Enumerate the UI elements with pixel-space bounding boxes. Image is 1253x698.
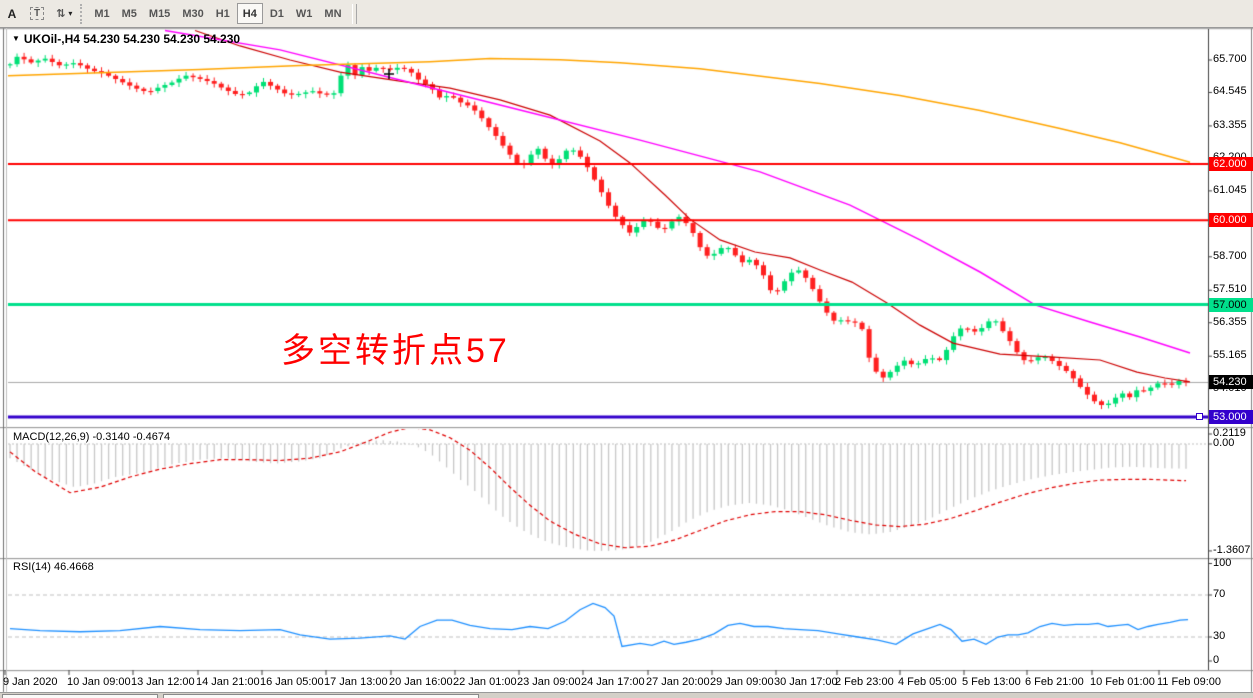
date-tick-label: 17 Jan 13:00 [324, 676, 388, 688]
bottom-tab-strip [0, 692, 1253, 698]
text-annotation[interactable]: 多空转折点57 [281, 332, 510, 370]
timeframe-m5-button[interactable]: M5 [121, 7, 137, 20]
date-tick-label: 27 Jan 20:00 [646, 676, 710, 688]
price-level-tag: 62.000 [1209, 157, 1253, 172]
date-tick-label: 4 Feb 05:00 [898, 676, 957, 688]
macd-tick-label: 0.00 [1213, 437, 1235, 449]
text-object-icon: T [30, 7, 45, 20]
toolbar: A T ⇅ ▾ M1 M5 M15 M30 H1 H4 D1 W1 MN [0, 0, 1253, 28]
price-tick-label: 56.355 [1213, 315, 1247, 328]
timeframe-m15-button[interactable]: M15 [148, 7, 171, 20]
date-tick-label: 24 Jan 17:00 [581, 676, 645, 688]
price-level-tag: 54.230 [1209, 375, 1253, 390]
rsi-tick-label: 100 [1213, 556, 1232, 569]
symbol-dropdown-icon[interactable]: ▼ [12, 34, 20, 43]
timeframe-h1-button[interactable]: H1 [215, 7, 230, 20]
date-tick-label: 23 Jan 09:00 [517, 676, 581, 688]
timeframe-mn-button[interactable]: MN [324, 7, 342, 20]
arrows-dropdown-button[interactable]: ⇅ ▾ [51, 3, 77, 24]
rsi-tick-label: 0 [1213, 654, 1220, 666]
macd-tick-label: -1.3607 [1213, 543, 1251, 556]
chevron-down-icon: ▾ [68, 9, 73, 18]
date-tick-label: 16 Jan 05:00 [260, 676, 324, 688]
timeframe-w1-button[interactable]: W1 [295, 7, 313, 20]
hline-drag-handle[interactable] [1196, 413, 1203, 420]
price-tick-label: 58.700 [1213, 249, 1247, 262]
price-tick-label: 63.355 [1213, 118, 1247, 131]
toolbar-separator [351, 3, 357, 24]
price-tick-label: 65.700 [1213, 53, 1247, 65]
text-label-icon: A [7, 6, 17, 21]
text-label-tool-button[interactable]: A [1, 3, 23, 24]
timeframe-d1-button[interactable]: D1 [269, 7, 284, 20]
chart-tab[interactable] [163, 694, 479, 698]
chart-title: ▼ UKOil-,H4 54.230 54.230 54.230 54.230 [12, 32, 240, 46]
date-tick-label: 9 Jan 2020 [3, 676, 58, 688]
price-tick-label: 64.545 [1213, 85, 1247, 98]
price-level-tag: 60.000 [1209, 213, 1253, 228]
toolbar-drag-handle[interactable] [80, 3, 84, 24]
date-tick-label: 2 Feb 23:00 [835, 676, 894, 688]
date-tick-label: 29 Jan 09:00 [710, 676, 774, 688]
timeframe-m30-button[interactable]: M30 [182, 7, 204, 20]
rsi-tick-label: 30 [1213, 630, 1226, 642]
rsi-indicator-label: RSI(14) 46.4668 [13, 561, 94, 573]
timeframe-h4-button[interactable]: H4 [236, 3, 263, 24]
text-object-tool-button[interactable]: T [25, 3, 49, 24]
date-tick-label: 22 Jan 01:00 [453, 676, 517, 688]
date-tick-label: 20 Jan 16:00 [389, 676, 453, 688]
date-tick-label: 30 Jan 17:00 [774, 676, 838, 688]
macd-indicator-label: MACD(12,26,9) -0.3140 -0.4674 [13, 431, 171, 443]
price-tick-label: 55.165 [1213, 349, 1247, 362]
price-tick-label: 57.510 [1213, 283, 1247, 296]
date-tick-label: 14 Jan 21:00 [196, 676, 260, 688]
date-tick-label: 5 Feb 13:00 [962, 676, 1021, 688]
price-tick-label: 61.045 [1213, 183, 1247, 196]
rsi-tick-label: 70 [1213, 588, 1226, 600]
timeframe-m1-button[interactable]: M1 [94, 7, 110, 20]
date-tick-label: 10 Feb 01:00 [1090, 676, 1155, 688]
price-level-tag: 53.000 [1209, 410, 1253, 425]
date-tick-label: 11 Feb 09:00 [1157, 676, 1222, 688]
macd-tick-label: 0.2119 [1213, 427, 1246, 439]
date-tick-label: 6 Feb 21:00 [1025, 676, 1084, 688]
symbol-ohlc-text: UKOil-,H4 54.230 54.230 54.230 54.230 [23, 32, 241, 46]
chart-tab[interactable] [2, 694, 158, 698]
arrows-icon: ⇅ [56, 8, 66, 20]
price-level-tag: 57.000 [1209, 297, 1253, 312]
date-tick-label: 10 Jan 09:00 [67, 676, 131, 688]
date-tick-label: 13 Jan 12:00 [131, 676, 195, 688]
